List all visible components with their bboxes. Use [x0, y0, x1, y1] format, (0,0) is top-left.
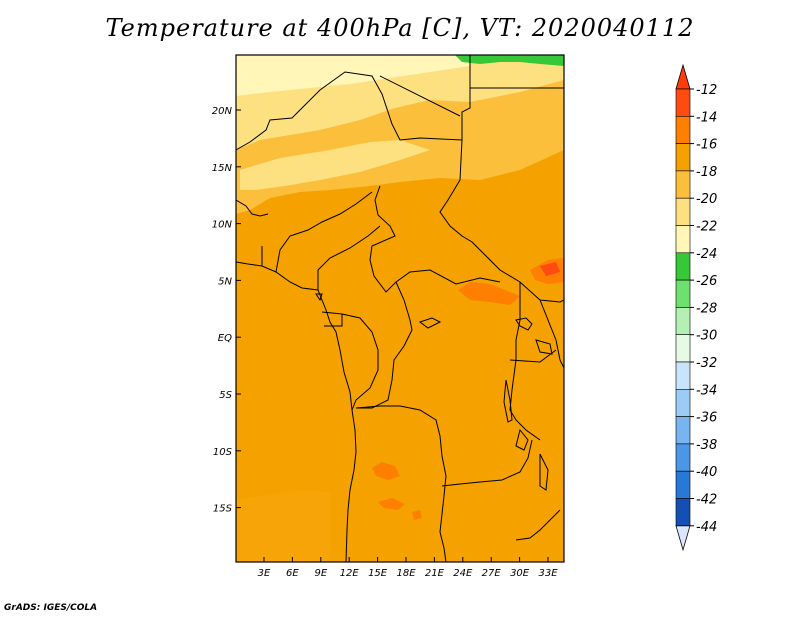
colorbar-segment [675, 443, 691, 472]
colorbar-segment [675, 279, 691, 308]
colorbar-segment [675, 116, 691, 144]
lon-tick-label: 30E [510, 568, 530, 579]
longitude-ticks: 3E 6E 9E 12E 15E 18E 21E 24E 27E 30E 33E [258, 557, 558, 579]
colorbar-segment [675, 252, 691, 281]
colorbar-label: -24 [696, 247, 717, 262]
colorbar-label: -26 [696, 274, 717, 289]
colorbar-bottom-triangle [675, 525, 691, 552]
lon-tick-label: 24E [453, 568, 473, 579]
contour-minus14-patch-d [378, 498, 405, 510]
lat-tick-label: 15N [212, 163, 233, 174]
lat-tick-label: 20N [212, 106, 233, 117]
colorbar-label: -20 [696, 192, 717, 207]
lon-tick-label: 27E [482, 568, 502, 579]
colorbar-label: -28 [696, 301, 717, 316]
chart-title: Temperature at 400hPa [C], VT: 202004011… [105, 14, 695, 42]
lakes [315, 293, 553, 491]
colorbar-label: -38 [696, 438, 717, 453]
colorbar-label: -22 [696, 220, 717, 235]
colorbar-segment [675, 388, 691, 417]
lon-tick-label: 15E [368, 568, 388, 579]
colorbar-segment [675, 470, 691, 499]
contour-minus20-22 [236, 55, 470, 96]
temperature-contours [236, 55, 564, 562]
contour-minus24-patch [455, 55, 564, 66]
lat-tick-label: EQ [218, 333, 232, 344]
colorbar-label: -40 [696, 465, 717, 480]
colorbar-segment [675, 170, 691, 199]
lat-tick-label: 15S [213, 504, 233, 515]
colorbar-label: -14 [696, 110, 717, 125]
colorbar-label: -34 [696, 383, 717, 398]
lat-tick-label: 10S [213, 447, 233, 458]
lon-tick-label: 3E [258, 568, 271, 579]
colorbar-label: -44 [696, 520, 717, 535]
colorbar-segment [675, 498, 691, 527]
latitude-ticks: 20N 15N 10N 5N EQ 5S 10S 15S [212, 106, 241, 515]
lat-tick-label: 10N [212, 220, 233, 231]
lon-tick-label: 18E [396, 568, 416, 579]
colorbar-label: -18 [696, 165, 717, 180]
contour-minus18-20-b [240, 140, 430, 190]
colorbar-top-triangle [675, 63, 691, 90]
colorbar: -12 -14 -16 -18 -20 -22 -24 -26 -28 -30 -32 -34 -36 -… [675, 63, 717, 552]
colorbar-segment [675, 361, 691, 390]
lon-tick-label: 33E [538, 568, 558, 579]
contour-minus14-patch-e [412, 510, 422, 520]
contour-minus14-patch-b [458, 282, 520, 305]
colorbar-segment [675, 307, 691, 335]
colorbar-label: -36 [696, 411, 717, 426]
lon-tick-label: 9E [314, 568, 327, 579]
lon-tick-label: 6E [286, 568, 299, 579]
colorbar-segment [675, 88, 691, 117]
lat-tick-label: 5S [219, 390, 232, 401]
colorbar-label: -32 [696, 356, 717, 371]
colorbar-label: -42 [696, 493, 717, 508]
colorbar-segment [675, 197, 691, 226]
colorbar-segment [675, 225, 691, 254]
colorbar-label: -12 [696, 83, 717, 98]
contour-minus12-patch [540, 262, 560, 276]
credit-label: GrADS: IGES/COLA [4, 603, 98, 613]
coastline [236, 261, 357, 562]
lon-tick-label: 21E [425, 568, 445, 579]
contour-minus16-sw [236, 490, 330, 562]
colorbar-label: -30 [696, 329, 717, 344]
colorbar-segment [675, 416, 691, 445]
colorbar-segment [675, 334, 691, 363]
colorbar-segment [675, 143, 691, 172]
lon-tick-label: 12E [340, 568, 360, 579]
contour-minus14-patch-c [372, 462, 400, 480]
lat-tick-label: 5N [218, 276, 232, 287]
map-frame [235, 54, 565, 563]
colorbar-label: -16 [696, 138, 717, 153]
